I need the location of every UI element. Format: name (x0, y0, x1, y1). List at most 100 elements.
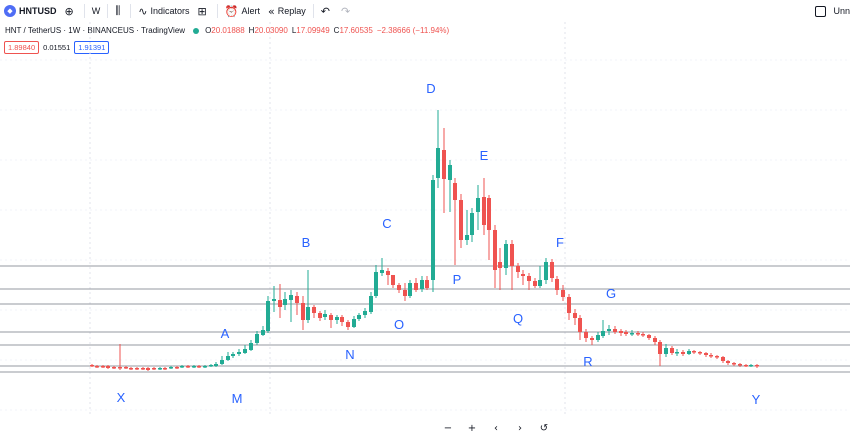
bearish-candle (493, 225, 497, 288)
interval-label: W (91, 6, 101, 16)
indicators-icon: ∿ (138, 4, 148, 18)
bullish-candle (476, 185, 480, 230)
wave-label-d: D (426, 81, 435, 96)
bearish-candle (533, 278, 537, 288)
bearish-candle (391, 275, 395, 288)
bearish-candle (573, 309, 577, 325)
bullish-candle (231, 352, 235, 358)
bullish-candle (335, 315, 339, 324)
alert-button[interactable]: ⏰ Alert (221, 0, 264, 22)
wave-label-x: X (117, 390, 126, 405)
symbol-logo-icon: ◆ (4, 5, 16, 17)
bearish-candle (301, 296, 305, 330)
bearish-candle (726, 360, 730, 365)
wave-label-y: Y (752, 392, 761, 407)
redo-button[interactable]: ↷ (337, 0, 357, 22)
wave-label-f: F (556, 235, 564, 250)
bullish-candle (470, 208, 474, 242)
candles-icon: ⫼ (115, 4, 121, 17)
bearish-candle (101, 365, 105, 368)
bearish-candle (442, 128, 446, 213)
candlestick-series (90, 110, 759, 371)
wave-label-m: M (232, 391, 243, 406)
bullish-candle (374, 265, 378, 298)
legend-low-label: L (291, 26, 297, 35)
bearish-candle (578, 315, 582, 340)
bullish-candle (203, 365, 207, 368)
undo-button[interactable]: ↶ (317, 0, 337, 22)
replay-label: Replay (277, 6, 306, 16)
scroll-forward-button[interactable]: › (518, 422, 522, 434)
bearish-candle (613, 326, 617, 334)
bearish-candle (624, 330, 628, 336)
grid-icon: ⊞ (197, 4, 207, 18)
bullish-candle (243, 345, 247, 354)
wave-label-c: C (382, 216, 391, 231)
bullish-candle (266, 296, 270, 333)
bearish-candle (318, 311, 322, 321)
bullish-candle (664, 344, 668, 357)
symbol-search-button[interactable]: ◆ HNTUSD (0, 0, 61, 22)
bearish-candle (386, 268, 390, 285)
wave-label-e: E (480, 148, 489, 163)
bullish-candle (357, 313, 361, 321)
buy-price-box[interactable]: 1.91391 (74, 41, 110, 54)
bullish-candle (363, 308, 367, 318)
bearish-candle (681, 350, 685, 356)
bullish-candle (180, 365, 184, 368)
bearish-candle (738, 363, 742, 367)
legend-title: HNT / TetherUS · 1W · BINANCEUS · Tradin… (5, 26, 186, 35)
wave-label-o: O (394, 317, 404, 332)
reset-chart-button[interactable]: ↺ (539, 422, 549, 434)
toolbar-divider (216, 4, 218, 18)
unnamed-layout-button[interactable]: Unn (815, 0, 850, 22)
replay-button[interactable]: « Replay (264, 0, 310, 22)
indicators-button[interactable]: ∿ Indicators (134, 0, 193, 22)
bullish-candle (538, 266, 542, 288)
bearish-candle (619, 329, 623, 336)
bearish-candle (704, 352, 708, 357)
bullish-candle (261, 326, 265, 336)
alert-label: Alert (241, 6, 260, 16)
bearish-candle (561, 285, 565, 301)
scroll-back-button[interactable]: ‹ (494, 422, 498, 434)
sell-price-box[interactable]: 1.89840 (4, 41, 40, 54)
interval-button[interactable]: W (88, 0, 105, 22)
bullish-candle (504, 240, 508, 275)
templates-button[interactable]: ⊞ (194, 0, 214, 22)
bullish-candle (169, 366, 173, 369)
bearish-candle (340, 315, 344, 326)
bearish-candle (732, 362, 736, 366)
bullish-candle (220, 356, 224, 365)
bearish-candle (755, 364, 759, 368)
market-status-dot-icon (193, 27, 200, 34)
chart-type-button[interactable]: ⫼ (111, 0, 127, 22)
indicators-label: Indicators (150, 6, 190, 16)
bearish-candle (346, 320, 350, 330)
bearish-candle (106, 365, 110, 369)
bearish-candle (124, 366, 128, 369)
bearish-candle (641, 332, 645, 337)
bullish-candle (630, 330, 634, 336)
bearish-candle (670, 346, 674, 355)
bullish-candle (283, 292, 287, 310)
zoom-out-button[interactable]: − (443, 422, 453, 434)
price-boxes: 1.89840 0.01551 1.91391 (4, 41, 110, 54)
bullish-candle (408, 280, 412, 298)
bearish-candle (459, 194, 463, 248)
horizontal-lines (0, 265, 850, 373)
layout-label: Unn (833, 6, 850, 16)
wave-label-a: A (221, 326, 230, 341)
zoom-in-button[interactable]: + (467, 422, 477, 434)
bearish-candle (721, 356, 725, 363)
bearish-candle (487, 195, 491, 260)
chart-navigation: − + ‹ › ↺ (438, 421, 554, 435)
compare-symbol-button[interactable]: ⊕ (61, 0, 81, 22)
bearish-candle (698, 351, 702, 355)
bearish-candle (744, 364, 748, 367)
toolbar-divider (83, 4, 85, 18)
bullish-candle (226, 352, 230, 361)
wave-label-b: B (302, 235, 311, 250)
bearish-candle (146, 367, 150, 371)
